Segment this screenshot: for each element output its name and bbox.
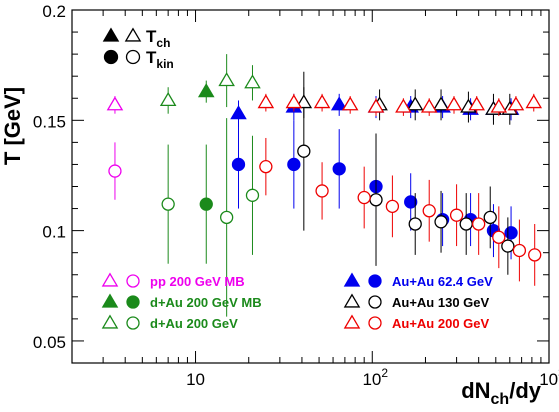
tkin-point (298, 145, 310, 157)
x-axis-label-sub: ch (491, 391, 510, 408)
legend-entry-label: Au+Au 62.4 GeV (392, 274, 493, 289)
tkin-point (529, 249, 541, 261)
tkin-point (260, 161, 272, 173)
legend-circle-filled (105, 51, 118, 64)
y-tick-label: 0.15 (33, 112, 66, 131)
tkin-point (333, 163, 345, 175)
x-tick-label: 10 (186, 370, 205, 389)
tkin-point (370, 194, 382, 206)
y-axis-label: T [GeV] (0, 87, 25, 165)
legend-entry-label: d+Au 200 GeV (150, 316, 238, 331)
y-tick-label: 0.2 (42, 2, 66, 21)
tkin-point (246, 189, 258, 201)
tkin-point (162, 198, 174, 210)
x-tick-label: 103 (539, 366, 559, 389)
tkin-point (473, 218, 485, 230)
legend-entry-circle (127, 317, 139, 329)
tkin-point (221, 211, 233, 223)
tkin-point (513, 244, 525, 256)
legend-entry-circle (369, 296, 381, 308)
tkin-point (409, 218, 421, 230)
y-tick-label: 0.1 (42, 223, 66, 242)
tkin-point (435, 216, 447, 228)
legend-entry-label: Au+Au 200 GeV (392, 316, 490, 331)
tkin-point (316, 185, 328, 197)
tkin-point (423, 205, 435, 217)
tkin-point (200, 198, 212, 210)
legend-entry-label: pp 200 GeV MB (150, 274, 245, 289)
tkin-point (358, 192, 370, 204)
tkin-point (505, 227, 517, 239)
legend-entry-label: Au+Au 130 GeV (392, 295, 490, 310)
y-tick-label: 0.05 (33, 333, 66, 352)
tkin-point (484, 211, 496, 223)
legend-entry-circle (369, 317, 381, 329)
tkin-point (502, 240, 514, 252)
x-axis-label-tail: /dy (509, 378, 542, 403)
legend-entry-circle (127, 275, 139, 287)
legend-circle-open (127, 51, 140, 64)
tkin-point (451, 209, 463, 221)
tkin-point (288, 158, 300, 170)
x-axis-label-main: dN (461, 378, 490, 403)
tkin-point (493, 231, 505, 243)
tkin-point (460, 218, 472, 230)
legend-entry-label: d+Au 200 GeV MB (150, 295, 262, 310)
legend-entry-circle (127, 296, 139, 308)
tkin-point (386, 200, 398, 212)
tkin-point (109, 165, 121, 177)
legend-entry-circle (369, 275, 381, 287)
tkin-point (232, 158, 244, 170)
